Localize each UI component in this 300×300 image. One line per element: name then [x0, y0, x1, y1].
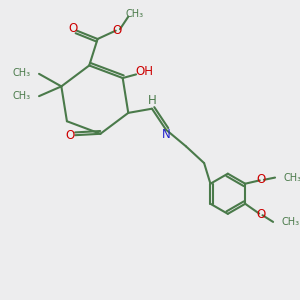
Text: OH: OH: [135, 65, 153, 78]
Text: N: N: [162, 128, 171, 141]
Text: CH₃: CH₃: [281, 217, 300, 227]
Text: O: O: [256, 208, 266, 221]
Text: O: O: [113, 24, 122, 37]
Text: CH₃: CH₃: [13, 91, 31, 100]
Text: O: O: [66, 129, 75, 142]
Text: CH₃: CH₃: [13, 68, 31, 78]
Text: O: O: [68, 22, 77, 35]
Text: O: O: [257, 173, 266, 186]
Text: CH₃: CH₃: [284, 172, 300, 183]
Text: H: H: [148, 94, 156, 107]
Text: CH₃: CH₃: [125, 9, 143, 19]
